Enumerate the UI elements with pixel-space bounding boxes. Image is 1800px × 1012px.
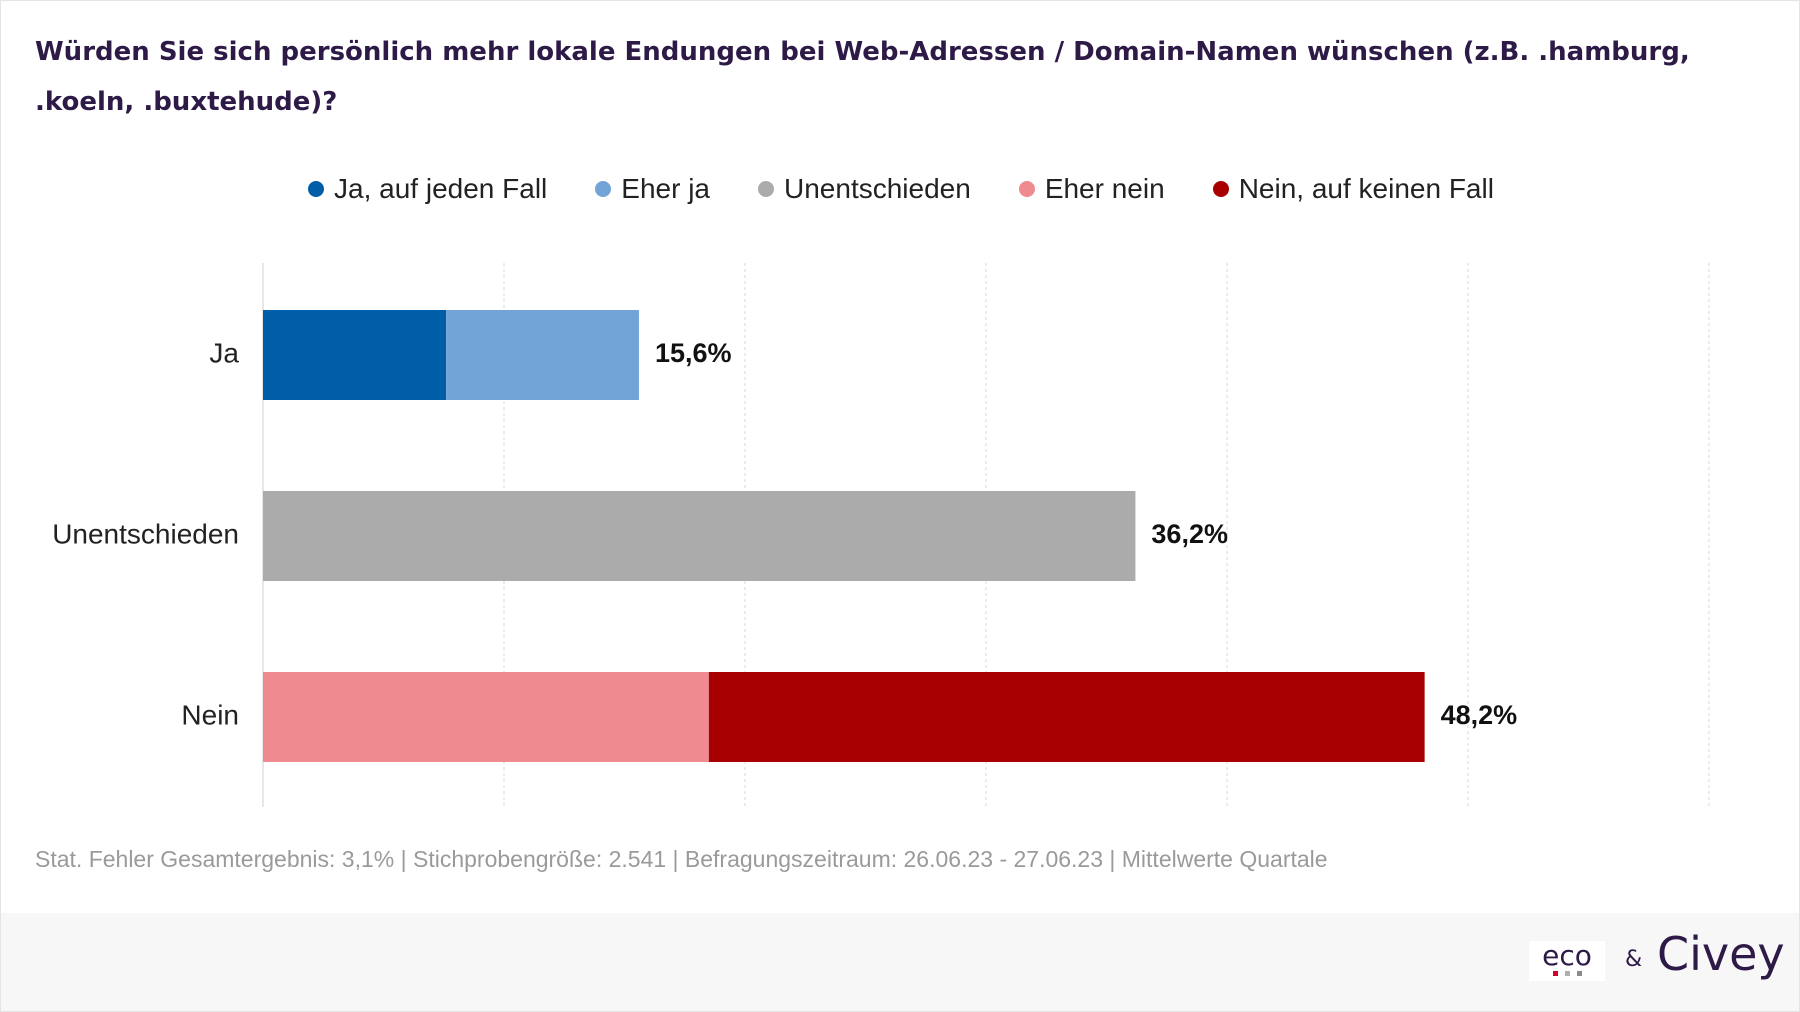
legend-marker <box>595 181 612 197</box>
legend-item: Nein, auf keinen Fall <box>1212 173 1494 205</box>
bar-segment <box>708 672 1425 762</box>
bar-segment <box>263 672 709 762</box>
footer <box>1 913 1799 1011</box>
eco-logo-dot <box>1552 971 1558 976</box>
value-label: 15,6% <box>655 338 732 368</box>
eco-logo-dots <box>1529 971 1605 976</box>
eco-logo: eco <box>1529 941 1605 981</box>
eco-logo-text: eco <box>1542 939 1592 972</box>
legend-label: Eher nein <box>1044 173 1165 204</box>
legend-label: Nein, auf keinen Fall <box>1238 173 1494 204</box>
legend-label: Eher ja <box>621 173 710 204</box>
legend-item: Ja, auf jeden Fall <box>308 173 547 205</box>
legend-label: Ja, auf jeden Fall <box>334 173 548 204</box>
eco-logo-dot <box>1576 971 1582 976</box>
category-label: Ja <box>209 337 239 368</box>
value-label: 48,2% <box>1441 700 1518 730</box>
bar-segment <box>446 310 639 400</box>
eco-logo-dot <box>1564 971 1570 976</box>
ampersand: & <box>1625 947 1643 972</box>
legend: Ja, auf jeden Fall Eher ja Unentschieden Eh… <box>1 173 1799 205</box>
category-label: Unentschieden <box>52 518 239 549</box>
legend-marker <box>308 181 325 197</box>
civey-logo: Civey <box>1657 927 1785 981</box>
chart-title: Würden Sie sich persönlich mehr lokale E… <box>35 37 1690 117</box>
category-label: Nein <box>181 699 239 730</box>
legend-marker <box>1018 181 1035 197</box>
bar-chart: Ja 15,6% Unentschieden 36,2% Nein 48,2% <box>52 263 1710 807</box>
value-label: 36,2% <box>1151 519 1228 549</box>
legend-item: Unentschieden <box>758 173 971 205</box>
legend-marker <box>758 181 774 197</box>
legend-item: Eher ja <box>595 173 710 205</box>
legend-item: Eher nein <box>1018 173 1165 205</box>
legend-label: Unentschieden <box>784 173 971 204</box>
footnote: Stat. Fehler Gesamtergebnis: 3,1% | Stic… <box>35 846 1328 872</box>
bar-segment <box>263 310 447 400</box>
bar-segment <box>263 491 1136 581</box>
legend-marker <box>1212 181 1229 197</box>
